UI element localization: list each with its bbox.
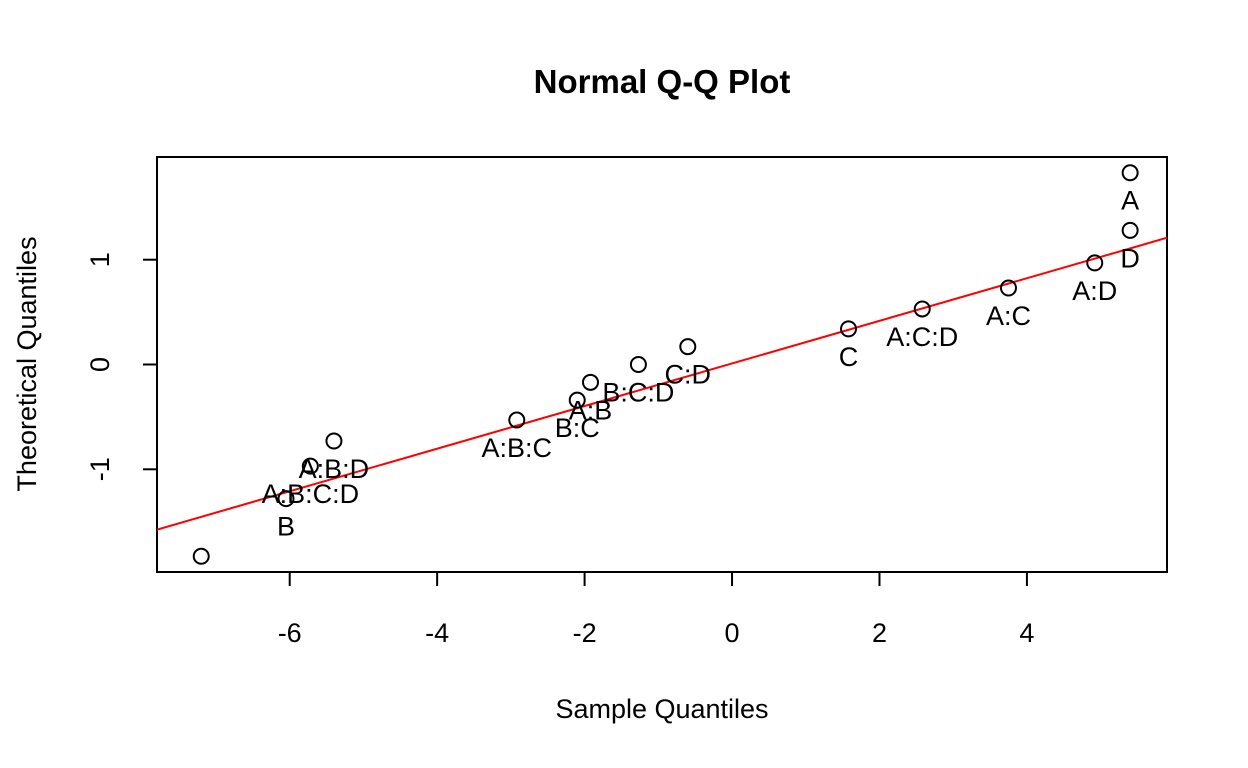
y-tick-label: -1 — [85, 457, 115, 481]
data-point — [581, 373, 599, 391]
x-tick-label: -2 — [573, 618, 597, 648]
point-label: A:D — [1072, 276, 1117, 306]
data-point — [1121, 221, 1139, 239]
point-label: A:B:C:D — [262, 479, 360, 509]
chart-title: Normal Q-Q Plot — [534, 63, 791, 100]
y-tick-label: 1 — [85, 252, 115, 267]
point-label: A:C:D — [886, 322, 958, 352]
data-point — [301, 457, 319, 475]
points-layer: BA:B:C:DA:B:D A:B:CB:CA:BB:C:DC:D C A:C:D A:… — [192, 164, 1140, 565]
point-label: A:B:D — [299, 454, 370, 484]
data-point — [679, 338, 697, 356]
data-point — [508, 411, 526, 429]
point-label: B — [277, 512, 295, 542]
data-point — [840, 320, 858, 338]
x-tick-label: 0 — [725, 618, 740, 648]
data-point — [192, 547, 210, 565]
data-point — [1086, 254, 1104, 272]
data-point — [568, 391, 586, 409]
point-label: A:C — [986, 301, 1031, 331]
point-label: A:B — [569, 395, 613, 425]
point-label: B:C:D — [602, 378, 674, 408]
y-axis-title: Theoretical Quantiles — [12, 236, 42, 491]
data-point — [913, 300, 931, 318]
point-label: A — [1121, 186, 1139, 216]
point-label: D — [1120, 243, 1140, 273]
plot-frame — [156, 156, 1168, 573]
data-point — [629, 356, 647, 373]
point-label: C:D — [665, 360, 712, 390]
y-axis: -1 0 1 — [85, 252, 158, 481]
x-tick-label: -4 — [425, 618, 449, 648]
x-axis: -6 -4 -2 0 2 4 — [278, 571, 1034, 648]
point-label: A:B:C — [482, 433, 553, 463]
data-point — [325, 432, 343, 450]
x-tick-label: -6 — [278, 618, 302, 648]
data-point — [1121, 164, 1139, 182]
point-label: C — [839, 342, 859, 372]
data-point — [277, 490, 295, 508]
data-point — [999, 279, 1017, 297]
point-label: B:C — [555, 413, 600, 443]
y-tick-label: 0 — [85, 357, 115, 372]
qq-reference-line — [157, 236, 1167, 531]
x-tick-label: 4 — [1019, 618, 1034, 648]
x-axis-title: Sample Quantiles — [555, 694, 768, 724]
x-tick-label: 2 — [872, 618, 887, 648]
